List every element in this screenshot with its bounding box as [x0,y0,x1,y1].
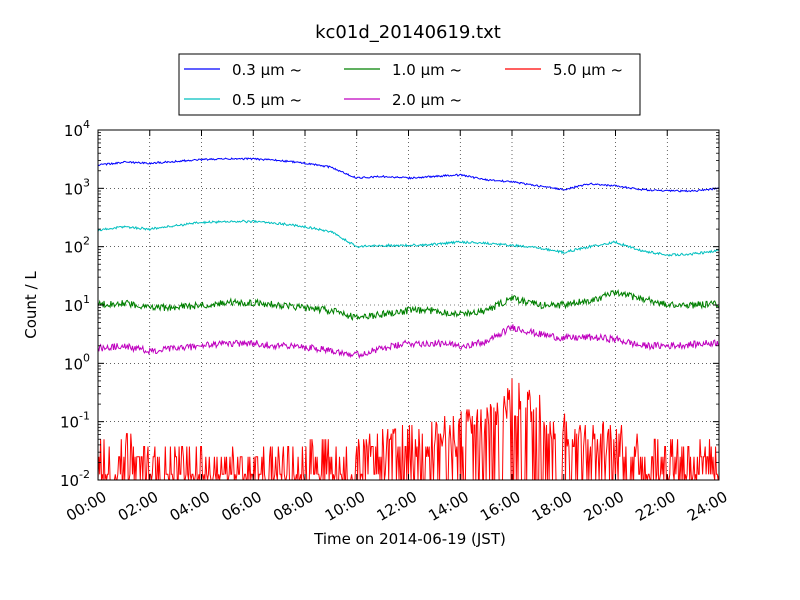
y-tick-label: 10-1 [60,410,90,432]
y-tick-label: 103 [64,176,90,198]
series-line [97,378,720,481]
y-tick-label: 104 [64,118,90,140]
x-tick-label: 02:00 [115,488,161,525]
y-tick-label: 102 [64,235,90,257]
x-tick-label: 10:00 [322,488,368,525]
legend-entry: 0.3 μm ~ [232,61,302,79]
x-tick-label: 24:00 [684,488,730,525]
y-tick-label: 101 [64,293,90,315]
y-tick-label: 10-2 [60,468,90,490]
x-axis-label: Time on 2014-06-19 (JST) [313,530,506,548]
x-tick-label: 22:00 [632,488,678,525]
x-tick-label: 04:00 [167,488,213,525]
legend-entry: 1.0 μm ~ [392,61,462,79]
x-axis-tick-labels: 00:00 02:00 04:00 06:00 08:00 10:00 12:00 14:00… [63,488,730,525]
chart-title: kc01d_20140619.txt [315,22,501,43]
series-line [97,157,720,193]
series-line [97,219,720,257]
series-line [97,324,720,360]
x-tick-label: 18:00 [529,488,575,525]
y-axis-label: Count / L [22,271,40,339]
x-tick-label: 20:00 [581,488,627,525]
axis-ticks [97,129,720,481]
x-tick-label: 16:00 [477,488,523,525]
x-tick-label: 00:00 [63,488,109,525]
legend-entry: 0.5 μm ~ [232,91,302,109]
series-line [97,289,720,321]
legend: 0.3 μm ~ 0.5 μm ~ 1.0 μm ~ 2.0 μm ~ 5.0 μm ~ [178,53,641,116]
y-axis-tick-labels: 10-2 10-1 100 101 102 103 104 [60,118,90,490]
x-tick-label: 06:00 [218,488,264,525]
legend-entry: 5.0 μm ~ [553,61,623,79]
legend-frame [178,53,641,116]
x-tick-label: 14:00 [425,488,471,525]
y-tick-label: 100 [64,351,90,373]
legend-entry: 2.0 μm ~ [392,91,462,109]
x-tick-label: 12:00 [374,488,420,525]
x-tick-label: 08:00 [270,488,316,525]
